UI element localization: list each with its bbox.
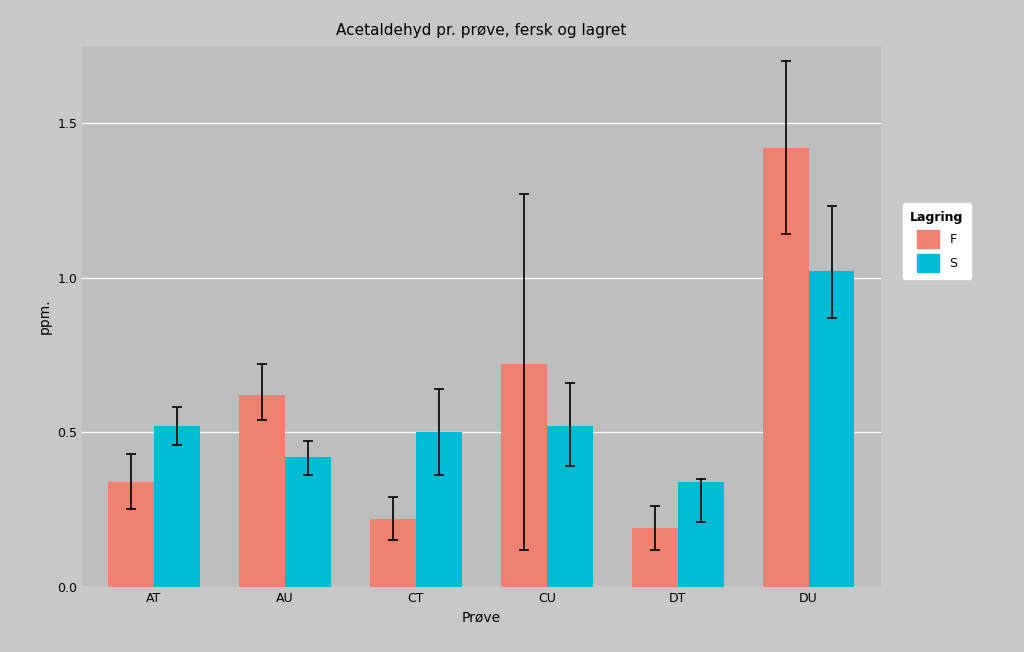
Bar: [285, 457, 331, 587]
Bar: [763, 148, 809, 587]
Bar: [370, 519, 416, 587]
Y-axis label: ppm.: ppm.: [38, 299, 51, 334]
Bar: [632, 528, 678, 587]
Bar: [547, 426, 593, 587]
Bar: [678, 482, 724, 587]
Bar: [109, 482, 154, 587]
Bar: [416, 432, 462, 587]
Bar: [501, 364, 547, 587]
Bar: [239, 395, 285, 587]
Bar: [154, 426, 200, 587]
Legend: F, S: F, S: [903, 203, 971, 279]
Title: Acetaldehyd pr. prøve, fersk og lagret: Acetaldehyd pr. prøve, fersk og lagret: [336, 23, 627, 38]
Bar: [809, 271, 854, 587]
X-axis label: Prøve: Prøve: [462, 610, 501, 624]
